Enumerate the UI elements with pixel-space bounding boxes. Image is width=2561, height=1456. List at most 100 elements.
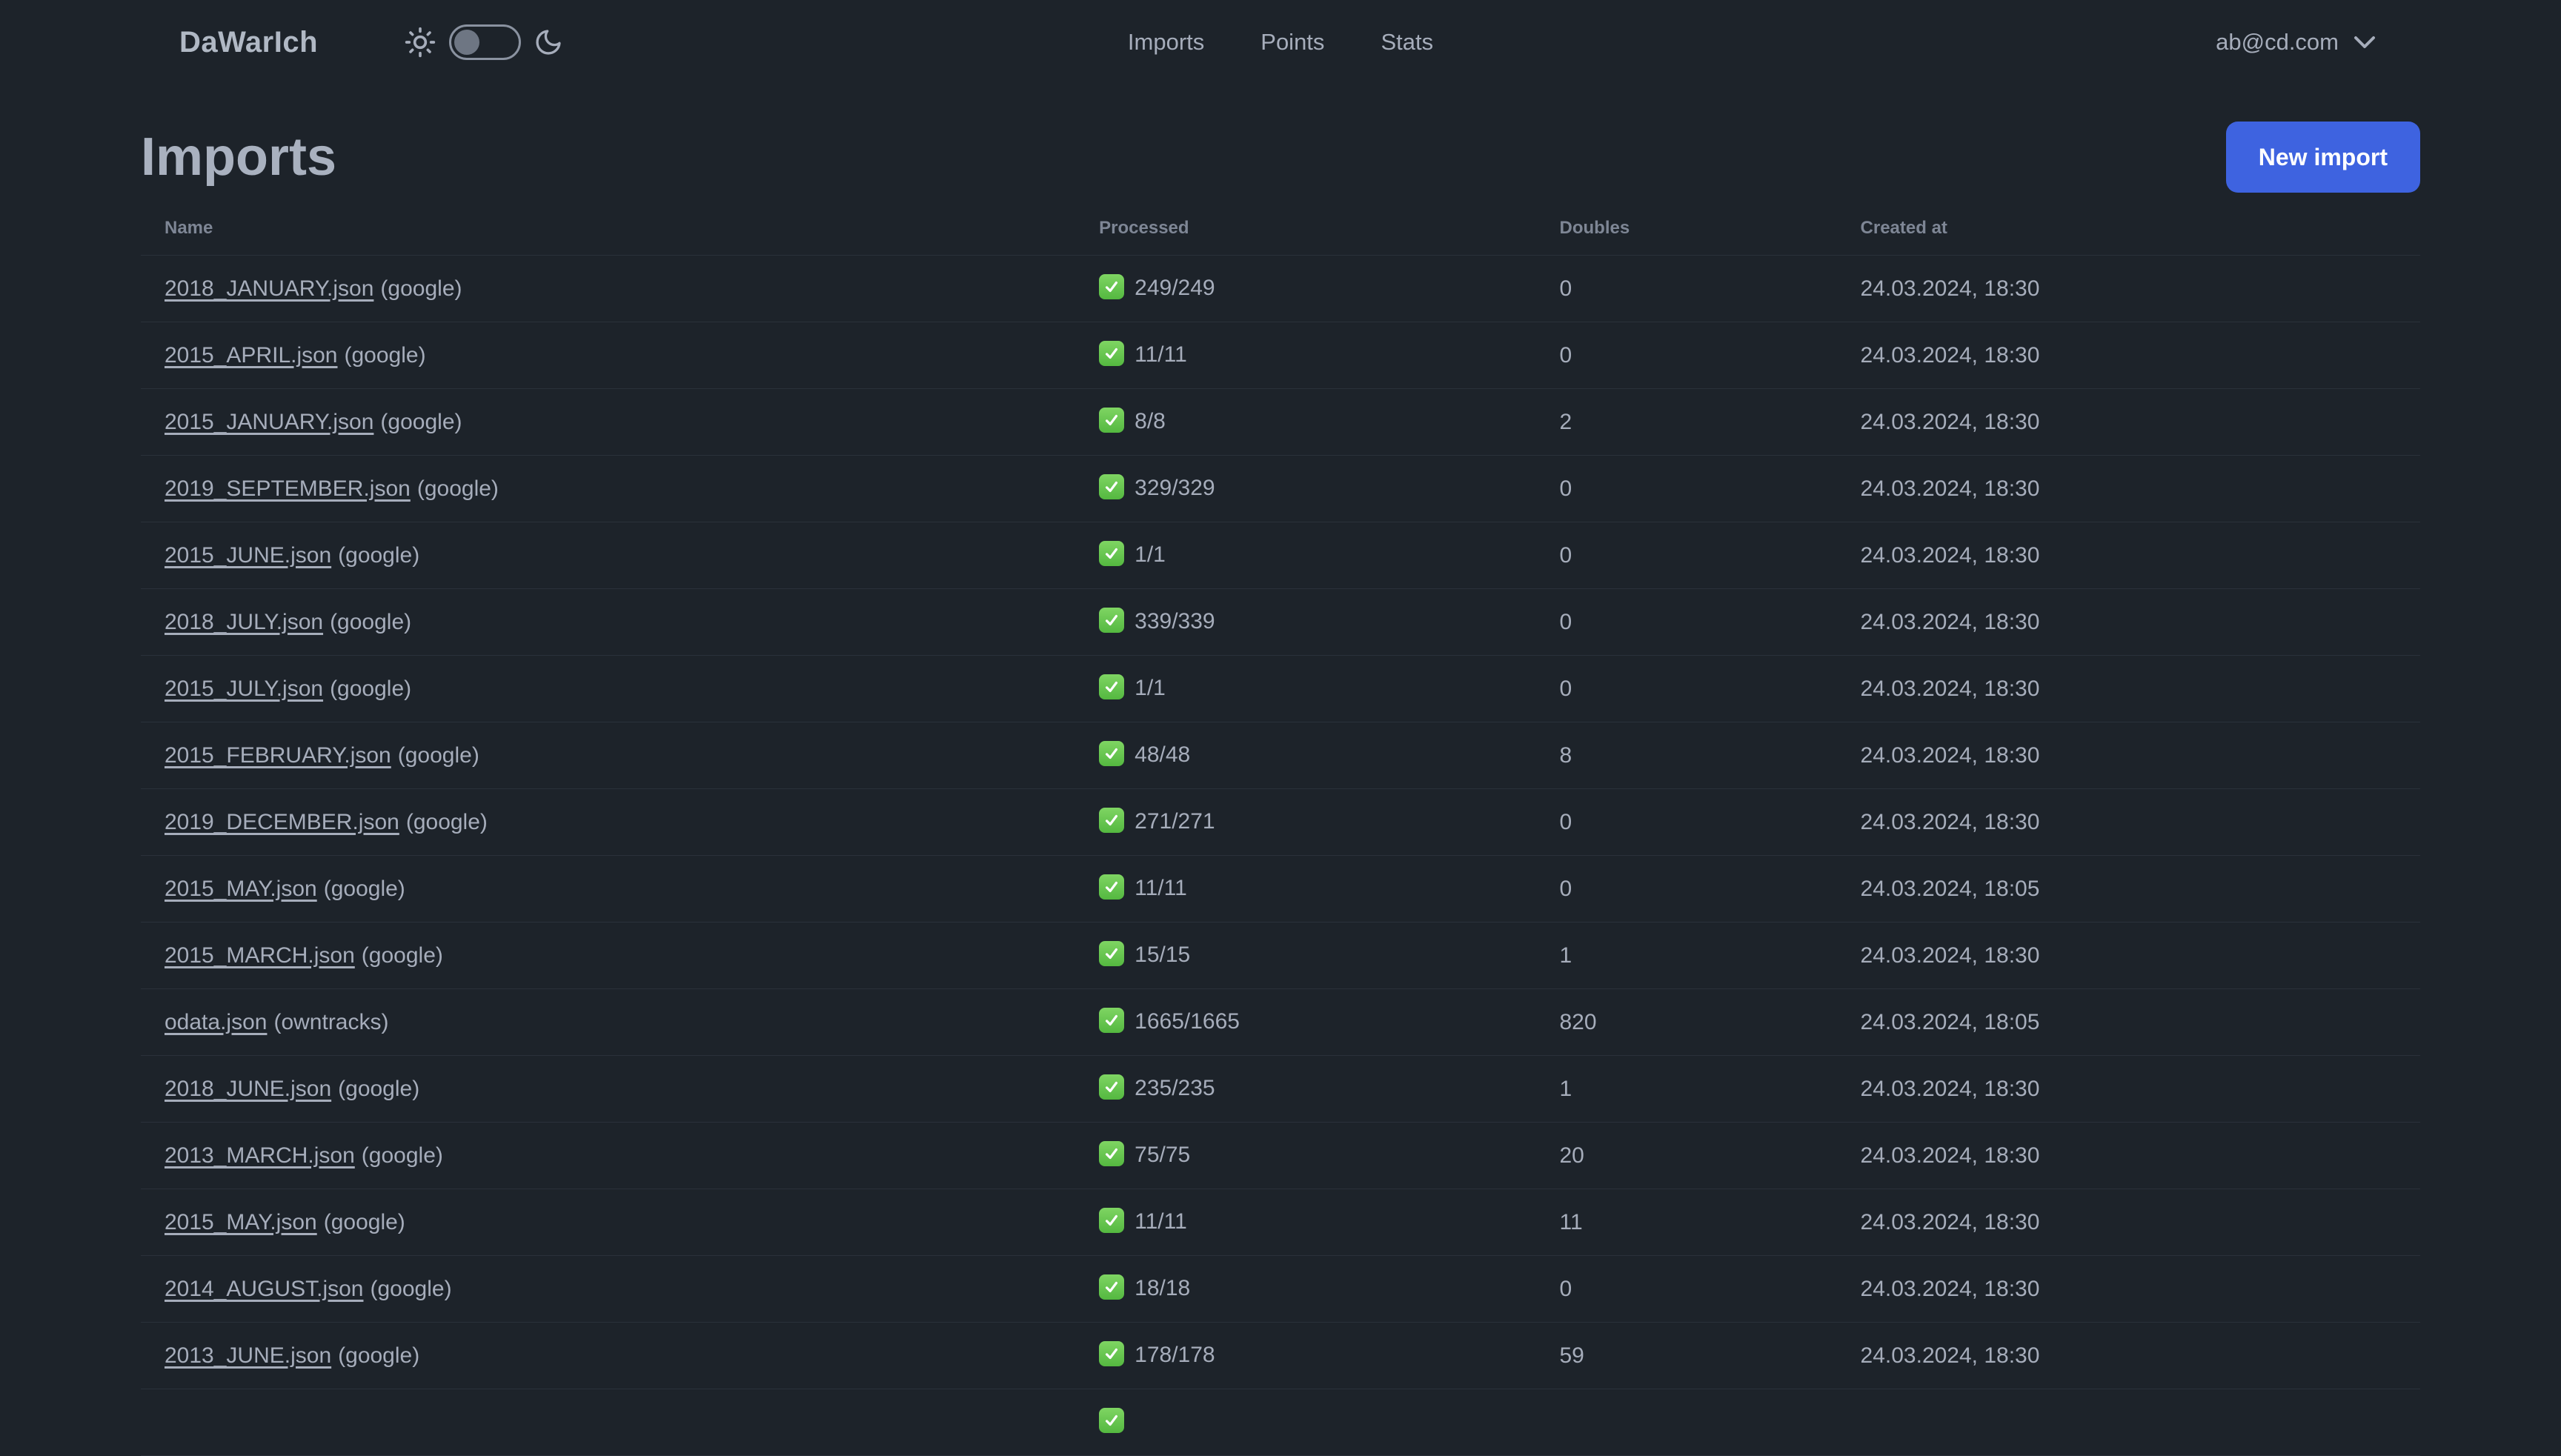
- doubles-cell: 20: [1535, 1122, 1837, 1189]
- name-cell: 2018_JUNE.json (google): [141, 1055, 1076, 1123]
- nav-link-imports[interactable]: Imports: [1127, 29, 1205, 55]
- processed-cell: [1075, 1389, 1536, 1456]
- name-cell: 2015_MAY.json (google): [141, 855, 1076, 923]
- name-cell: 2015_JANUARY.json (google): [141, 388, 1076, 456]
- doubles-cell: 0: [1535, 255, 1837, 322]
- created-at-cell: 24.03.2024, 18:30: [1836, 322, 2420, 389]
- created-at-cell: 24.03.2024, 18:30: [1836, 1055, 2420, 1123]
- import-source: (google): [344, 342, 426, 368]
- nav-link-stats[interactable]: Stats: [1381, 29, 1434, 55]
- processed-cell: 11/11: [1075, 1189, 1536, 1256]
- check-icon: [1099, 1141, 1125, 1167]
- import-file-link[interactable]: 2013_MARCH.json: [165, 1143, 355, 1168]
- check-icon: [1099, 541, 1125, 567]
- table-row: 2015_MAY.json (google) 11/11 0 24.03.2024…: [141, 855, 2420, 923]
- name-cell: [141, 1389, 1076, 1456]
- processed-cell: 178/178: [1075, 1322, 1536, 1389]
- created-at-cell: 24.03.2024, 18:30: [1836, 455, 2420, 522]
- check-icon: [1099, 408, 1125, 433]
- processed-count: 18/18: [1135, 1275, 1191, 1300]
- processed-count: 1665/1665: [1135, 1008, 1240, 1034]
- check-icon: [1099, 474, 1125, 500]
- processed-count: 11/11: [1135, 875, 1187, 900]
- import-file-link[interactable]: 2018_JANUARY.json: [165, 276, 374, 301]
- import-file-link[interactable]: 2015_MAY.json: [165, 1209, 317, 1234]
- doubles-cell: 0: [1535, 322, 1837, 389]
- doubles-cell: 0: [1535, 588, 1837, 656]
- table-row: 2018_JANUARY.json (google) 249/249 0 24.0…: [141, 255, 2420, 322]
- theme-toggle-track[interactable]: [449, 24, 522, 60]
- page-title: Imports: [141, 127, 337, 187]
- import-file-link[interactable]: 2015_FEBRUARY.json: [165, 742, 391, 768]
- processed-cell: 11/11: [1075, 855, 1536, 923]
- created-at-cell: 24.03.2024, 18:30: [1836, 588, 2420, 656]
- name-cell: 2015_JUNE.json (google): [141, 522, 1076, 589]
- import-file-link[interactable]: 2015_APRIL.json: [165, 342, 338, 368]
- main-content: Imports New import Name Processed Double…: [0, 122, 2561, 1456]
- import-file-link[interactable]: 2014_AUGUST.json: [165, 1276, 364, 1301]
- brand-logo[interactable]: DaWarIch: [179, 25, 319, 59]
- new-import-button[interactable]: New import: [2225, 122, 2420, 193]
- sun-icon: [404, 26, 436, 59]
- check-icon: [1099, 1341, 1125, 1367]
- created-at-cell: [1836, 1389, 2420, 1456]
- import-source: (owntracks): [273, 1009, 389, 1034]
- created-at-cell: 24.03.2024, 18:30: [1836, 1322, 2420, 1389]
- import-file-link[interactable]: 2018_JULY.json: [165, 609, 324, 634]
- import-file-link[interactable]: 2013_JUNE.json: [165, 1343, 332, 1368]
- processed-cell: 48/48: [1075, 722, 1536, 789]
- user-menu[interactable]: ab@cd.com: [2216, 29, 2376, 56]
- doubles-cell: 0: [1535, 455, 1837, 522]
- chevron-down-icon: [2354, 34, 2376, 50]
- table-row: [141, 1389, 2420, 1456]
- imports-table-body: 2018_JANUARY.json (google) 249/249 0 24.0…: [141, 255, 2420, 1456]
- processed-cell: 235/235: [1075, 1055, 1536, 1123]
- doubles-cell: 8: [1535, 722, 1837, 789]
- import-file-link[interactable]: 2019_DECEMBER.json: [165, 809, 399, 834]
- processed-cell: 329/329: [1075, 455, 1536, 522]
- import-file-link[interactable]: 2018_JUNE.json: [165, 1076, 332, 1101]
- table-row: 2015_JANUARY.json (google) 8/8 2 24.03.20…: [141, 388, 2420, 456]
- imports-table: Name Processed Doubles Created at 2018_J…: [141, 196, 2420, 1456]
- processed-cell: 249/249: [1075, 255, 1536, 322]
- name-cell: 2018_JANUARY.json (google): [141, 255, 1076, 322]
- import-file-link[interactable]: 2015_JUNE.json: [165, 542, 332, 568]
- processed-count: 75/75: [1135, 1142, 1191, 1167]
- check-icon: [1099, 1208, 1125, 1234]
- created-at-cell: 24.03.2024, 18:30: [1836, 722, 2420, 789]
- created-at-cell: 24.03.2024, 18:30: [1836, 1189, 2420, 1256]
- column-header-name: Name: [141, 196, 1076, 256]
- processed-cell: 1/1: [1075, 522, 1536, 589]
- import-file-link[interactable]: 2015_JANUARY.json: [165, 409, 374, 434]
- primary-nav: Imports Points Stats: [1128, 29, 1433, 56]
- import-file-link[interactable]: 2019_SEPTEMBER.json: [165, 476, 411, 501]
- check-icon: [1099, 341, 1125, 367]
- table-row: 2015_JUNE.json (google) 1/1 0 24.03.2024,…: [141, 522, 2420, 589]
- nav-link-points[interactable]: Points: [1260, 29, 1325, 55]
- name-cell: 2019_SEPTEMBER.json (google): [141, 455, 1076, 522]
- column-header-processed: Processed: [1075, 196, 1536, 256]
- import-source: (google): [370, 1276, 452, 1301]
- theme-toggle[interactable]: [404, 24, 563, 60]
- table-row: 2018_JULY.json (google) 339/339 0 24.03.2…: [141, 588, 2420, 656]
- doubles-cell: 1: [1535, 922, 1837, 989]
- doubles-cell: 0: [1535, 655, 1837, 722]
- table-row: 2013_MARCH.json (google) 75/75 20 24.03.2…: [141, 1122, 2420, 1189]
- import-source: (google): [338, 1343, 420, 1368]
- import-file-link[interactable]: 2015_MARCH.json: [165, 943, 355, 968]
- import-file-link[interactable]: 2015_MAY.json: [165, 876, 317, 901]
- import-file-link[interactable]: 2015_JULY.json: [165, 676, 324, 701]
- processed-count: 178/178: [1135, 1342, 1215, 1367]
- name-cell: 2015_FEBRUARY.json (google): [141, 722, 1076, 789]
- name-cell: 2019_DECEMBER.json (google): [141, 788, 1076, 856]
- table-row: 2014_AUGUST.json (google) 18/18 0 24.03.2…: [141, 1255, 2420, 1323]
- table-row: 2013_JUNE.json (google) 178/178 59 24.03.…: [141, 1322, 2420, 1389]
- processed-cell: 15/15: [1075, 922, 1536, 989]
- processed-count: 235/235: [1135, 1075, 1215, 1100]
- processed-count: 339/339: [1135, 608, 1215, 634]
- import-file-link[interactable]: odata.json: [165, 1009, 268, 1034]
- processed-count: 48/48: [1135, 742, 1191, 767]
- import-source: (google): [380, 409, 462, 434]
- processed-cell: 75/75: [1075, 1122, 1536, 1189]
- name-cell: 2018_JULY.json (google): [141, 588, 1076, 656]
